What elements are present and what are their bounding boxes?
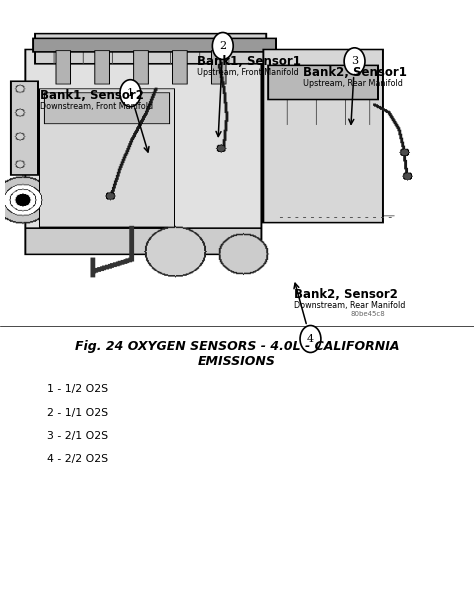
Text: Downstream, Rear Manifold: Downstream, Rear Manifold bbox=[294, 301, 405, 310]
Text: 4 - 2/2 O2S: 4 - 2/2 O2S bbox=[47, 454, 109, 464]
Text: 1: 1 bbox=[127, 88, 134, 98]
Circle shape bbox=[344, 48, 365, 75]
Text: 2 - 1/1 O2S: 2 - 1/1 O2S bbox=[47, 408, 109, 417]
Text: 80be45c8: 80be45c8 bbox=[351, 311, 385, 318]
Circle shape bbox=[212, 32, 233, 59]
Text: Upstream, Rear Manifold: Upstream, Rear Manifold bbox=[303, 80, 403, 88]
Text: 2: 2 bbox=[219, 41, 227, 51]
Text: Downstream, Front Manifold: Downstream, Front Manifold bbox=[40, 102, 154, 111]
Text: Bank2, Sensor1: Bank2, Sensor1 bbox=[303, 66, 407, 79]
Circle shape bbox=[300, 326, 321, 352]
Text: Fig. 24 OXYGEN SENSORS - 4.0L - CALIFORNIA: Fig. 24 OXYGEN SENSORS - 4.0L - CALIFORN… bbox=[75, 340, 399, 354]
Text: Bank1, Sensor1: Bank1, Sensor1 bbox=[197, 55, 301, 68]
Text: 3 - 2/1 O2S: 3 - 2/1 O2S bbox=[47, 431, 109, 441]
Text: 4: 4 bbox=[307, 334, 314, 344]
Text: EMISSIONS: EMISSIONS bbox=[198, 355, 276, 368]
Text: Upstream, Front Manifold: Upstream, Front Manifold bbox=[197, 68, 298, 77]
Text: 1 - 1/2 O2S: 1 - 1/2 O2S bbox=[47, 384, 109, 394]
Text: 3: 3 bbox=[351, 56, 358, 66]
Circle shape bbox=[120, 80, 141, 107]
Text: Bank2, Sensor2: Bank2, Sensor2 bbox=[294, 287, 398, 301]
Text: Bank1, Sensor2: Bank1, Sensor2 bbox=[40, 88, 144, 102]
